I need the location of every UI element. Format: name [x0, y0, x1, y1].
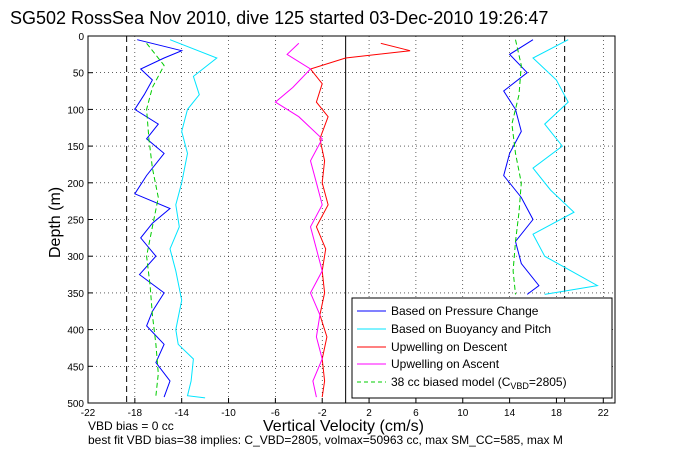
y-tick-label: 150: [67, 142, 84, 153]
y-axis-label: Depth (m): [47, 187, 64, 258]
legend: Based on Pressure Change Based on Buoyan…: [351, 297, 613, 399]
x-tick-label: -10: [221, 408, 236, 419]
x-tick-label: -14: [174, 408, 189, 419]
series-line-4: [146, 42, 165, 396]
legend-label-ascent: Upwelling on Ascent: [391, 357, 500, 371]
footer-line-2: best fit VBD bias=38 implies: C_VBD=2805…: [88, 433, 563, 447]
axis-ticks: -22 -18 -14 -10 -6 -2 2 6 10 14 18 2205010015020025…: [67, 32, 609, 419]
series-line-1: [169, 39, 218, 399]
x-tick-label: 6: [413, 408, 419, 419]
x-tick-label: -22: [81, 408, 96, 419]
x-tick-label: 18: [551, 408, 563, 419]
x-tick-label: 10: [457, 408, 469, 419]
x-axis-label: Vertical Velocity (cm/s): [263, 418, 424, 435]
legend-box: [351, 297, 613, 399]
series-line-0: [134, 39, 184, 398]
x-tick-label: 22: [598, 408, 610, 419]
x-tick-label: -6: [271, 408, 280, 419]
x-tick-label: 14: [504, 408, 516, 419]
legend-label-model-tail: =2805): [529, 375, 567, 389]
y-tick-label: 0: [78, 32, 84, 43]
x-tick-label: 2: [366, 408, 372, 419]
legend-label-model-main: 38 cc biased model (C: [391, 375, 511, 389]
series-line-2: [309, 42, 411, 398]
legend-label-model-sub: VBD: [510, 381, 529, 391]
legend-label-model: 38 cc biased model (CVBD=2805): [391, 375, 567, 391]
legend-label-pressure: Based on Pressure Change: [391, 304, 539, 318]
y-tick-label: 250: [67, 216, 84, 227]
y-tick-label: 450: [67, 362, 84, 373]
y-tick-label: 500: [67, 399, 84, 410]
legend-label-descent: Upwelling on Descent: [391, 340, 508, 354]
x-tick-label: -2: [318, 408, 327, 419]
x-tick-label: -18: [128, 408, 143, 419]
series-line-7: [511, 39, 522, 295]
y-tick-label: 300: [67, 252, 84, 263]
series-line-6: [503, 39, 540, 295]
legend-label-buoyancy: Based on Buoyancy and Pitch: [391, 322, 551, 336]
y-tick-label: 350: [67, 289, 84, 300]
y-tick-label: 200: [67, 179, 84, 190]
series-layer: [126, 36, 599, 403]
y-tick-label: 50: [73, 69, 85, 80]
y-tick-label: 400: [67, 326, 84, 337]
footer-line-1: VBD bias = 0 cc: [88, 419, 174, 433]
chart-title: SG502 RossSea Nov 2010, dive 125 started…: [10, 8, 548, 28]
series-line-5: [532, 39, 599, 295]
y-tick-label: 100: [67, 105, 84, 116]
series-line-3: [274, 42, 323, 398]
